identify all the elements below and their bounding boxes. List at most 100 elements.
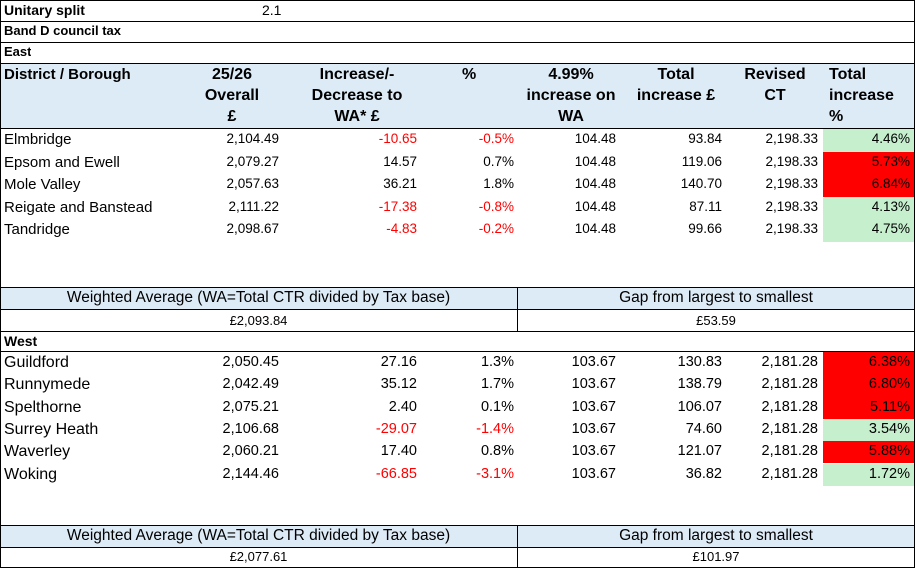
header-tinc-1: Total (829, 66, 867, 83)
header-tinc-3: % (829, 108, 844, 125)
border-west-summary-mid (0, 547, 915, 548)
cell-pct: -0.5% (478, 131, 514, 146)
header-inc-1: 4.99% (548, 66, 594, 83)
cell-revised: 2,198.33 (765, 131, 818, 146)
cell-total: 36.82 (685, 465, 722, 482)
cell-revised: 2,181.28 (761, 443, 818, 460)
cell-overall: 2,079.27 (226, 153, 279, 169)
cell-tpct: 4.75% (871, 221, 910, 237)
border-row2 (0, 42, 915, 43)
cell-inc: 103.67 (571, 420, 616, 437)
header-pct: % (462, 66, 477, 83)
cell-name: Elmbridge (4, 131, 72, 148)
cell-inc: 104.48 (574, 153, 616, 169)
header-revised-1: Revised (744, 66, 806, 83)
border-west-summary-divider (517, 525, 518, 568)
cell-total: 138.79 (677, 376, 722, 393)
cell-pct: -1.4% (476, 420, 514, 437)
cell-incdec: 17.40 (380, 443, 417, 460)
cell-incdec: 14.57 (383, 153, 417, 169)
border-left (0, 0, 1, 568)
unitary-split-label: Unitary split (4, 2, 85, 18)
total-increase-highlight (823, 174, 914, 197)
cell-inc: 103.67 (571, 354, 616, 370)
west-gap-value: £101.97 (692, 549, 740, 564)
cell-tpct: 3.54% (868, 420, 910, 437)
cell-name: Guildford (4, 354, 69, 371)
cell-total: 119.06 (681, 153, 722, 169)
west-gap-label-bg (517, 525, 915, 547)
border-header-top (0, 63, 915, 64)
header-tinc-2: increase (829, 87, 894, 104)
cell-pct: 1.7% (480, 376, 514, 393)
west-wa-value: £2,077.61 (229, 549, 288, 564)
cell-pct: 1.8% (483, 176, 514, 192)
header-incdec-2: Decrease to (311, 87, 403, 104)
cell-pct: -0.8% (478, 198, 514, 214)
west-gap-label: Gap from largest to smallest (619, 527, 813, 544)
band-d-label: Band D council tax (4, 23, 122, 38)
border-top (0, 0, 915, 1)
cell-overall: 2,057.63 (226, 176, 279, 192)
cell-name: Epsom and Ewell (4, 153, 120, 171)
border-west-top (0, 351, 915, 352)
total-increase-highlight (823, 441, 914, 464)
east-wa-value: £2,093.84 (229, 313, 288, 328)
cell-revised: 2,198.33 (765, 153, 818, 169)
west-wa-label-bg (0, 525, 517, 547)
cell-overall: 2,106.68 (222, 420, 279, 437)
east-gap-label-bg (517, 287, 915, 309)
cell-inc: 104.48 (574, 131, 616, 146)
header-inc-3: WA (558, 108, 584, 125)
cell-total: 87.11 (689, 198, 722, 214)
total-increase-highlight (823, 196, 914, 220)
cell-name: Spelthorne (4, 398, 82, 416)
cell-name: Surrey Heath (4, 420, 99, 438)
cell-tpct: 5.88% (868, 443, 910, 460)
header-revised-2: CT (764, 87, 786, 104)
cell-name: Tandridge (4, 221, 70, 239)
cell-total: 99.66 (688, 221, 722, 237)
total-increase-highlight (823, 463, 914, 486)
cell-revised: 2,181.28 (761, 354, 818, 370)
cell-pct: -0.2% (478, 221, 514, 237)
cell-total: 140.70 (680, 176, 722, 192)
total-increase-highlight (823, 129, 914, 152)
cell-inc: 103.67 (571, 398, 616, 415)
cell-name: Runnymede (4, 376, 91, 394)
east-section-label: East (4, 44, 32, 59)
cell-overall: 2,111.22 (228, 198, 279, 214)
unitary-split-value: 2.1 (262, 2, 282, 18)
cell-tpct: 6.84% (871, 176, 910, 192)
header-district: District / Borough (4, 66, 131, 83)
total-increase-highlight (823, 219, 914, 242)
cell-revised: 2,198.33 (765, 221, 818, 237)
cell-overall: 2,144.46 (222, 465, 279, 482)
cell-inc: 104.48 (574, 221, 616, 237)
cell-pct: 0.1% (480, 398, 514, 415)
east-wa-label: Weighted Average (WA=Total CTR divided b… (66, 289, 451, 306)
border-header-bottom (0, 128, 915, 129)
cell-name: Mole Valley (4, 176, 81, 194)
cell-revised: 2,181.28 (761, 465, 818, 482)
east-wa-label-bg (0, 287, 517, 309)
cell-incdec: -4.83 (386, 221, 417, 237)
cell-tpct: 1.72% (868, 465, 910, 482)
west-section-label: West (4, 333, 38, 349)
cell-incdec: 2.40 (388, 398, 417, 415)
border-east-summary-bottom (0, 331, 915, 332)
cell-name: Woking (4, 465, 58, 483)
cell-tpct: 4.46% (871, 131, 910, 146)
total-increase-highlight (823, 151, 914, 175)
cell-revised: 2,181.28 (761, 376, 818, 393)
cell-incdec: -66.85 (375, 465, 417, 482)
cell-inc: 103.67 (571, 465, 616, 482)
border-east-summary-mid (0, 309, 915, 310)
cell-total: 121.07 (677, 443, 722, 460)
total-increase-highlight (823, 352, 914, 375)
cell-overall: 2,075.21 (222, 398, 279, 415)
west-wa-label: Weighted Average (WA=Total CTR divided b… (66, 527, 451, 544)
cell-inc: 103.67 (571, 376, 616, 393)
cell-revised: 2,198.33 (765, 176, 818, 192)
